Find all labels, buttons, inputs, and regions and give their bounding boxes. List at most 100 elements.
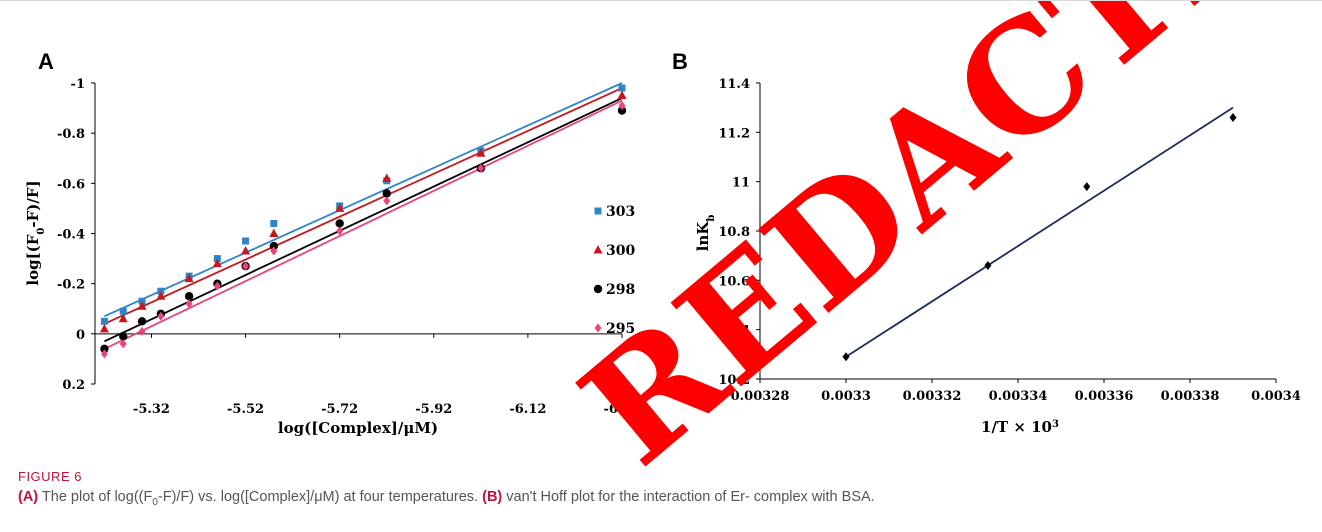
panel-a-point-300 <box>99 323 109 333</box>
panel-b-xtick-label: 0.00334 <box>989 389 1048 404</box>
panel-a-point-295 <box>119 339 127 349</box>
panel-a-point-300 <box>212 258 222 268</box>
panel-a-xlabel: log([Complex]/μM) <box>278 419 438 437</box>
panel-b-xlabel: 1/T × 103 <box>981 418 1059 436</box>
panel-a-xtick-label: -5.32 <box>133 402 170 417</box>
caption-a-tag: (A) <box>18 489 39 505</box>
panel-a-point-303 <box>213 255 221 263</box>
panel-a-xtick-label: -5.92 <box>415 402 452 417</box>
legend-label-295: 295 <box>606 321 635 337</box>
panel-a-point-300 <box>617 90 627 100</box>
panel-a-ytick-label: -0.6 <box>57 177 85 192</box>
panel-a-point-303 <box>242 237 250 245</box>
panel-a-fit-line-298 <box>104 97 623 343</box>
panel-a-point-298 <box>335 219 344 228</box>
panel-b-point <box>984 261 992 271</box>
panel-a-legend: 303 300 298 295 <box>593 204 635 337</box>
panel-a-point-303 <box>618 84 626 92</box>
panel-a-fit-line-295 <box>104 99 623 350</box>
panel-a-point-295 <box>270 246 278 256</box>
watermark-text: REDACTED <box>550 1 1322 499</box>
panel-a-point-303 <box>100 317 108 325</box>
panel-b-ylabel: lnKb <box>694 215 717 252</box>
panel-b-point <box>842 352 850 362</box>
panel-a-point-303 <box>157 287 165 295</box>
panel-a-point-295 <box>383 196 391 206</box>
panel-b-point <box>1083 182 1091 192</box>
panel-a-point-295 <box>477 163 485 173</box>
legend-label-303: 303 <box>606 204 635 220</box>
figure-label: FIGURE 6 <box>18 469 82 484</box>
panel-a-point-300 <box>269 228 279 237</box>
panel-a-fit-line-300 <box>104 87 623 325</box>
panel-a-point-298 <box>119 332 128 341</box>
legend-marker-295 <box>594 323 602 333</box>
panel-a-point-303 <box>270 219 278 227</box>
panel-a-point-303 <box>138 297 146 305</box>
panel-a-point-298 <box>269 241 279 251</box>
panel-b-fit-line <box>845 106 1234 358</box>
panel-b-label: B <box>672 49 688 74</box>
panel-a-point-300 <box>156 291 166 300</box>
panel-a-point-295 <box>242 261 250 271</box>
panel-b-point <box>1229 113 1237 123</box>
caption-b-tag: (B) <box>482 489 503 505</box>
panel-b-ytick-label: 10.8 <box>718 225 750 240</box>
panel-b: B 10.2 10.4 10.6 10.8 11 11.2 11.4 0.00328 0.00… <box>672 49 1301 436</box>
panel-a-ytick-label: -0.2 <box>57 278 85 293</box>
figure-caption: (A) The plot of log((F0-F)/F) vs. log([C… <box>18 489 1308 508</box>
panel-a-ylabel: log[(F0-F)/F] <box>24 180 47 285</box>
panel-b-xtick-label: 0.0034 <box>1251 389 1301 404</box>
panel-a-xtick-label: -5.72 <box>321 402 358 417</box>
panel-a-label: A <box>38 49 54 74</box>
panel-a-point-295 <box>138 326 146 336</box>
panel-b-xtick-label: 0.00336 <box>1075 389 1134 404</box>
panel-a-point-300 <box>137 301 147 310</box>
panel-a-point-300 <box>476 148 486 157</box>
caption-b-text: van't Hoff plot for the interaction of E… <box>506 489 875 505</box>
panel-a-ytick-label: 0.2 <box>62 378 85 393</box>
panel-b-ytick-label: 10.6 <box>718 274 750 289</box>
panel-b-ytick-label: 11.2 <box>718 126 750 141</box>
panel-a-point-300 <box>382 173 392 182</box>
panel-a-ytick-label: -0.4 <box>57 228 85 243</box>
panel-a-point-300 <box>335 203 345 212</box>
panel-a-point-298 <box>382 189 391 198</box>
panel-a-point-295 <box>213 281 221 291</box>
panel-a-ytick-label: -1 <box>71 77 85 92</box>
panel-a-point-298 <box>137 317 147 326</box>
panel-a-xtick-label: -5.52 <box>227 402 264 417</box>
panel-a-point-298 <box>184 292 194 301</box>
legend-marker-300 <box>593 245 603 254</box>
panel-a-point-300 <box>118 313 128 323</box>
panel-a-xtick-label: -6.32 <box>603 402 640 417</box>
legend-label-298: 298 <box>606 282 635 298</box>
panel-a-point-295 <box>336 226 344 236</box>
panel-a-point-298 <box>100 344 109 354</box>
legend-label-300: 300 <box>606 243 635 259</box>
panel-a-xtick-label: -6.12 <box>509 402 546 417</box>
panel-b-xtick-label: 0.00338 <box>1161 389 1220 404</box>
panel-a-point-298 <box>617 106 627 115</box>
panel-a-point-300 <box>184 273 194 283</box>
panel-a-point-295 <box>100 349 108 359</box>
panel-b-ytick-label: 10.2 <box>718 373 750 388</box>
panel-b-xtick-label: 0.0033 <box>821 389 871 404</box>
panel-a-point-303 <box>119 307 127 315</box>
panel-a-point-300 <box>241 246 251 255</box>
redacted-watermark: REDACTED <box>550 1 1322 499</box>
panel-a-ytick-label: 0 <box>76 328 85 343</box>
panel-b-ytick-label: 11 <box>732 176 750 191</box>
legend-marker-303 <box>594 207 602 215</box>
caption-a-text: The plot of log((F0-F)/F) vs. log([Compl… <box>41 489 479 508</box>
panel-a-fit-line-303 <box>104 82 623 318</box>
panel-a: A -1 -0.8 -0.6 -0.4 -0.2 0 0.2 -5.32 -5.52 -5.72… <box>24 49 641 437</box>
panel-b-ytick-label: 10.4 <box>718 324 750 339</box>
legend-marker-298 <box>593 284 603 294</box>
panel-a-point-295 <box>157 311 165 321</box>
panel-b-xtick-label: 0.00328 <box>731 389 790 404</box>
panel-a-point-295 <box>618 101 626 111</box>
panel-a-ytick-label: -0.8 <box>57 127 85 142</box>
